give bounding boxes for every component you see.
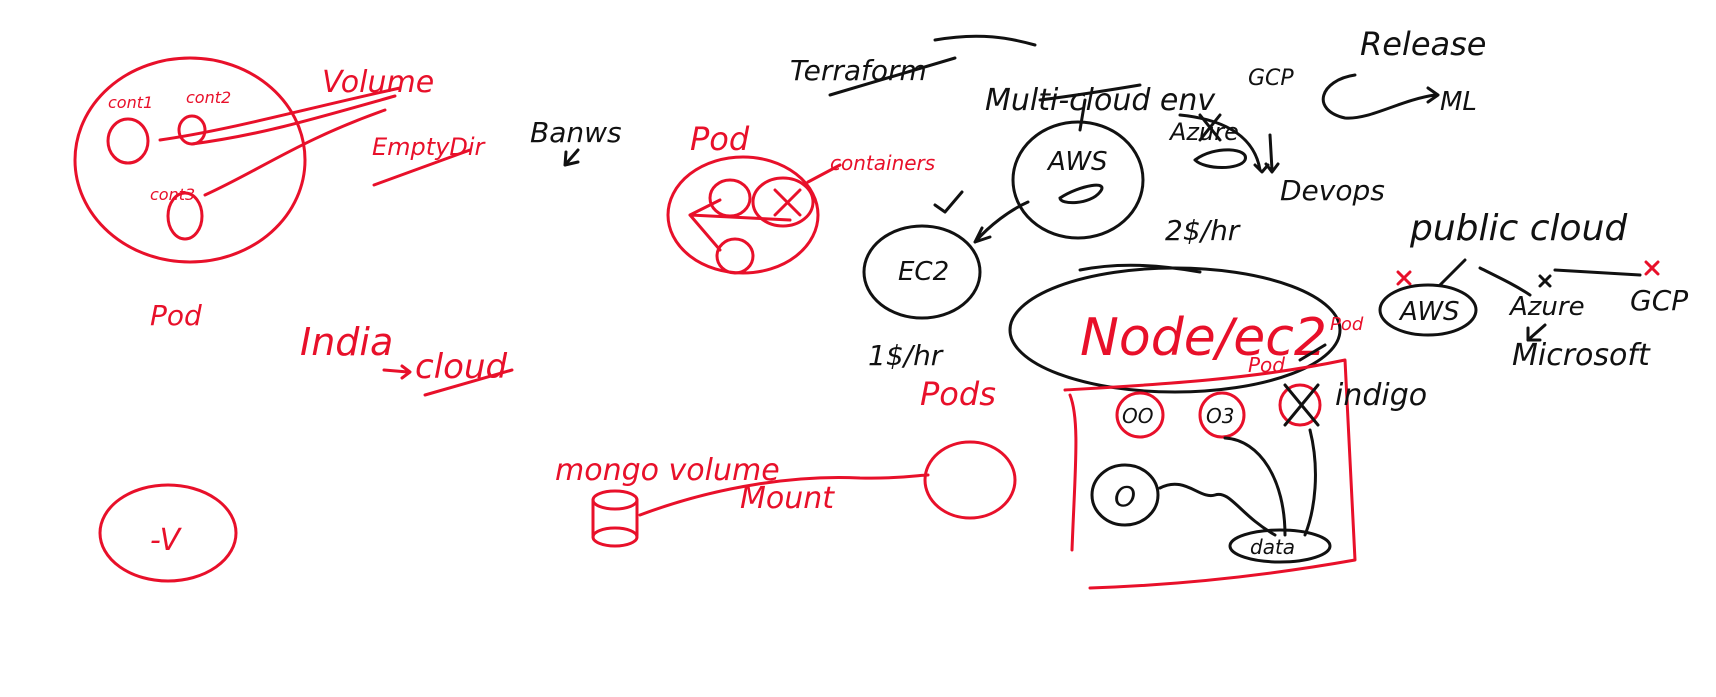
pod-oo-circle: [1115, 391, 1165, 439]
microsoft-arrow: [1526, 323, 1547, 342]
release-arrow: [1321, 73, 1440, 120]
india-cloud-note: India cloud: [300, 320, 514, 397]
mongo-cylinder-body: [591, 498, 639, 537]
container-1-circle: [106, 117, 150, 165]
pod-black-label: O: [1114, 480, 1136, 513]
devops-label: Devops: [1280, 174, 1385, 207]
pod2-inner-lines: [688, 188, 802, 252]
mount-target-circle: [923, 440, 1017, 520]
cont1-label: cont1: [108, 93, 153, 112]
india-arrow: [382, 364, 412, 380]
v-label: -V: [150, 523, 183, 558]
pods-label: Pods: [920, 375, 996, 413]
pod2-inner-2: [751, 176, 815, 228]
public-cloud-sketch: public cloud AWS Azure GCP Microsoft: [1378, 208, 1688, 373]
aws-circle: [1011, 120, 1145, 240]
india-label: India: [300, 320, 393, 364]
mongo-cylinder-bottom: [591, 526, 639, 548]
mount-label: Mount: [740, 481, 835, 516]
pod-oo-label: OO: [1122, 404, 1153, 428]
price-aws-label: 2$/hr: [1165, 214, 1241, 247]
pod2-circle: [666, 155, 820, 275]
indigo-label: indigo: [1335, 378, 1427, 413]
multi-cloud-sketch: Terraform Multi-cloud env GCP Release ML…: [790, 25, 1486, 372]
mongo-cylinder-top: [591, 489, 639, 511]
emptydir-label: EmptyDir: [372, 133, 487, 161]
microsoft-label: Microsoft: [1512, 338, 1651, 373]
azure-loop: [1193, 148, 1247, 169]
pod-small2-label: Pod: [1248, 353, 1285, 377]
aws-red-x: [1396, 270, 1412, 286]
data-links: [1158, 428, 1317, 537]
pod-small-label: Pod: [1330, 314, 1364, 335]
mount-line: [638, 473, 930, 517]
aws-label: AWS: [1046, 147, 1108, 177]
public-cloud-label: public cloud: [1409, 208, 1628, 249]
node-box: [1063, 358, 1357, 590]
azure-strike: [1198, 113, 1222, 142]
ec2-circle: [862, 224, 982, 320]
pod-black-circle: [1090, 463, 1160, 527]
container-3-circle: [166, 191, 204, 241]
aws2-circle: [1378, 283, 1478, 337]
multi-cloud-arrows: [1038, 83, 1270, 174]
ml-label: ML: [1440, 87, 1477, 117]
node-ec2-sketch: Node/ec2 Pod Pods OO O3 Pod indigo O dat…: [920, 263, 1427, 590]
gcp-label: GCP: [1248, 66, 1294, 91]
multi-cloud-label: Multi-cloud env: [985, 83, 1216, 118]
cloud-label: cloud: [415, 347, 507, 387]
emptydir-underline: [372, 148, 472, 187]
terraform-label: Terraform: [790, 54, 927, 87]
node-ec2-label: Node/ec2: [1080, 308, 1327, 368]
containers-label: containers: [830, 151, 935, 175]
pod-o3-label: O3: [1206, 404, 1234, 428]
cont3-label: cont3: [150, 185, 195, 204]
banws-arrow: [563, 148, 580, 167]
azure2-label: Azure: [1508, 292, 1585, 322]
ec2-label: EC2: [898, 257, 949, 287]
azure2-x: [1538, 274, 1552, 288]
aws-to-ec2-arrow: [973, 200, 1030, 244]
cloud-underline: [423, 368, 514, 397]
checkmark: [933, 190, 964, 214]
pod-label: Pod: [150, 299, 202, 332]
data-ellipse: [1228, 528, 1332, 564]
public-cloud-branches: [1438, 258, 1642, 297]
v-circle: [98, 483, 238, 583]
pod-volume-sketch: cont1 cont2 cont3 Volume EmptyDir Pod: [73, 56, 487, 332]
containers-pointer: [806, 163, 842, 184]
pod2-inner-1: [708, 178, 752, 218]
pod-o3-circle: [1198, 391, 1246, 439]
aws-swoosh: [1058, 183, 1104, 205]
pod-crossed-circle: [1278, 383, 1322, 427]
aws2-label: AWS: [1398, 297, 1460, 327]
node-top-stroke: [1078, 263, 1202, 274]
mongo-volume-sketch: mongo volume Mount: [555, 440, 1017, 548]
gcp2-label: GCP: [1630, 284, 1688, 317]
pod2-inner-3: [715, 237, 755, 275]
release-label: Release: [1360, 25, 1486, 63]
banws-label: Banws: [530, 116, 622, 149]
terraform-underline: [828, 34, 1037, 97]
pod-circle: [73, 56, 307, 264]
gcp-red-x: [1644, 260, 1660, 276]
azure-label: Azure: [1168, 118, 1239, 146]
mongo-volume-label: mongo volume: [555, 453, 780, 488]
volume-connector: [158, 86, 402, 197]
price-ec2-label: 1$/hr: [868, 339, 944, 372]
cont2-label: cont2: [186, 88, 231, 107]
pod-containers-sketch: Pod containers: [666, 120, 935, 275]
devops-arrow: [1264, 133, 1280, 174]
pod-cross: [1283, 343, 1327, 427]
container-2-circle: [177, 114, 207, 146]
data-label: data: [1250, 535, 1295, 559]
volume-label: Volume: [322, 65, 434, 100]
pod2-label: Pod: [690, 120, 750, 158]
